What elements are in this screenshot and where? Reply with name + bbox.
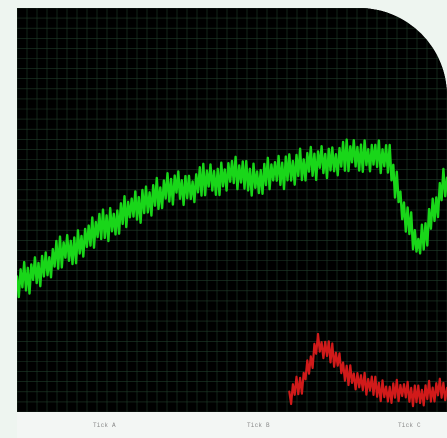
- time-tick-3: Tick C: [398, 422, 421, 429]
- performance-graph: [17, 8, 447, 412]
- time-axis: Tick A Tick B Tick C: [17, 412, 447, 438]
- graph-grid: [17, 8, 447, 412]
- graph-svg: [17, 8, 447, 412]
- memory-usage-series-line: [288, 332, 447, 408]
- time-tick-2: Tick B: [247, 422, 270, 429]
- graph-series-layer: [17, 138, 447, 408]
- graph-card: Tick A Tick B Tick C: [17, 8, 447, 438]
- cpu-usage-series-line: [17, 138, 447, 299]
- time-tick-1: Tick A: [93, 422, 116, 429]
